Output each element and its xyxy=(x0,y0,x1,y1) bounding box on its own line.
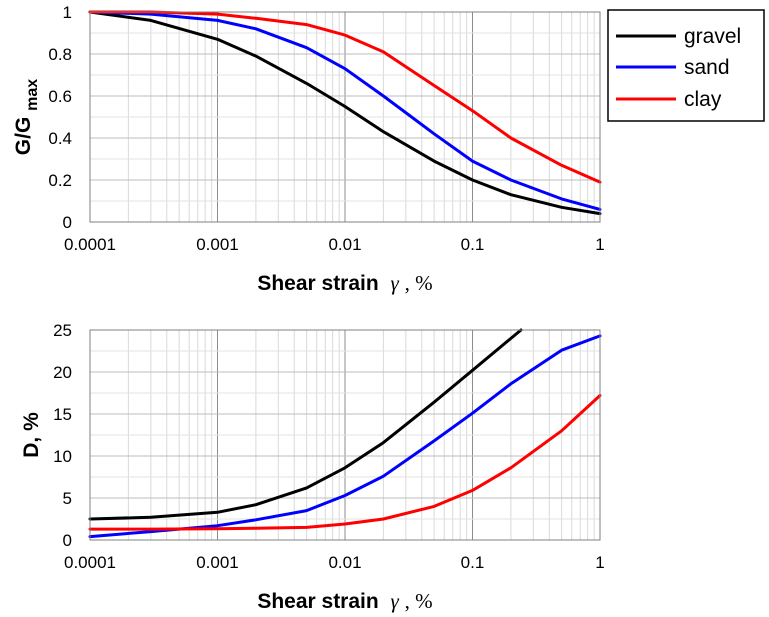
x-tick-label: 0.001 xyxy=(196,235,239,254)
y-tick-label: 0.6 xyxy=(48,87,72,106)
x-tick-label: 0.0001 xyxy=(64,553,116,572)
x-tick-label: 0.1 xyxy=(461,235,485,254)
x-tick-label: 1 xyxy=(595,235,604,254)
y-tick-label: 0.8 xyxy=(48,45,72,64)
legend-item-clay: clay xyxy=(616,88,722,111)
legend: gravel sand clay xyxy=(607,9,765,122)
x-axis-label-symbol: γ xyxy=(391,271,400,295)
y-tick-labels: 0 5 10 15 20 25 xyxy=(53,321,72,550)
legend-label-gravel: gravel xyxy=(684,25,741,48)
x-axis-label-bold: Shear strain xyxy=(257,590,378,613)
x-axis-label-bold: Shear strain xyxy=(257,272,378,295)
x-tick-label: 0.0001 xyxy=(64,235,116,254)
series-line-gravel xyxy=(88,328,523,521)
legend-label-sand: sand xyxy=(684,56,730,79)
y-tick-label: 0.2 xyxy=(48,171,72,190)
series-line-sand xyxy=(88,334,602,539)
y-tick-label: 20 xyxy=(53,363,72,382)
modulus-reduction-chart: 0.0001 0.001 0.01 0.1 1 0 0.2 0.4 0.6 0.8 1 Shear… xyxy=(12,3,605,295)
y-axis-label: D, % xyxy=(20,412,43,458)
y-tick-label: 10 xyxy=(53,447,72,466)
series-line-clay xyxy=(88,394,602,531)
x-tick-labels: 0.0001 0.001 0.01 0.1 1 xyxy=(64,235,605,254)
x-axis-label-unit: , % xyxy=(405,271,433,295)
x-axis-label-unit: , % xyxy=(405,589,433,613)
legend-item-gravel: gravel xyxy=(616,25,741,48)
legend-item-sand: sand xyxy=(616,56,730,79)
y-axis-label-main: G/G xyxy=(12,117,35,156)
x-tick-label: 1 xyxy=(595,553,604,572)
y-tick-label: 0 xyxy=(63,213,72,232)
series-group xyxy=(88,10,602,216)
grid xyxy=(89,330,600,540)
y-tick-label: 5 xyxy=(63,489,72,508)
y-axis-label-sub: max xyxy=(24,79,41,111)
series-line-sand xyxy=(88,10,602,211)
y-axis-label: G/G max xyxy=(12,79,41,155)
x-tick-label: 0.01 xyxy=(328,553,361,572)
y-tick-label: 0 xyxy=(63,531,72,550)
y-tick-label: 1 xyxy=(63,3,72,22)
x-axis-label: Shear strain γ , % xyxy=(257,271,432,295)
legend-label-clay: clay xyxy=(684,88,722,111)
y-tick-label: 15 xyxy=(53,405,72,424)
series-line-clay xyxy=(88,10,602,184)
plot-frame xyxy=(89,11,601,223)
damping-ratio-chart: 0.0001 0.001 0.01 0.1 1 0 5 10 15 20 25 Shear str… xyxy=(20,321,605,613)
x-tick-labels: 0.0001 0.001 0.01 0.1 1 xyxy=(64,553,605,572)
series-group xyxy=(88,328,602,539)
y-tick-labels: 0 0.2 0.4 0.6 0.8 1 xyxy=(48,3,72,232)
y-axis-label-main: D, % xyxy=(20,412,43,458)
y-tick-label: 0.4 xyxy=(48,129,72,148)
plot-frame xyxy=(89,329,601,541)
x-axis-label: Shear strain γ , % xyxy=(257,589,432,613)
x-axis-label-symbol: γ xyxy=(391,589,400,613)
x-tick-label: 0.01 xyxy=(328,235,361,254)
x-tick-label: 0.1 xyxy=(461,553,485,572)
grid xyxy=(89,12,600,222)
series-line-gravel xyxy=(88,10,602,216)
y-tick-label: 25 xyxy=(53,321,72,340)
x-tick-label: 0.001 xyxy=(196,553,239,572)
